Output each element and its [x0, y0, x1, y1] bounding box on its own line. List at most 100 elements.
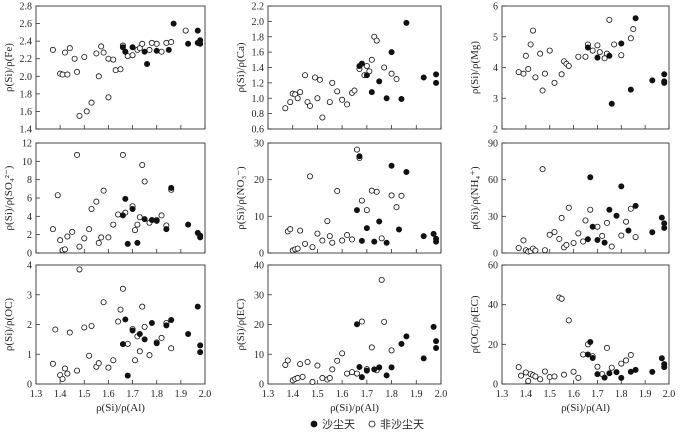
non-dust-day-point: [49, 226, 56, 233]
x-tick-label: 1.6: [102, 389, 115, 400]
y-tick-label: 5: [493, 32, 498, 43]
y-axis-label: ρ(Si)/ρ(OC): [3, 298, 15, 351]
dust-day-point: [613, 212, 620, 219]
non-dust-day-point: [358, 318, 365, 325]
dust-day-point: [356, 364, 363, 371]
non-dust-day-point: [146, 46, 153, 53]
dust-day-point: [661, 71, 668, 78]
dust-day-point: [594, 54, 601, 61]
non-dust-day-point: [537, 376, 544, 383]
non-dust-day-point: [582, 53, 589, 60]
x-tick-label: 1.7: [126, 389, 139, 400]
dust-day-point: [136, 331, 143, 338]
non-dust-day-point: [388, 70, 395, 77]
y-tick-label: 0: [493, 380, 498, 391]
non-dust-day-point: [64, 71, 71, 78]
non-dust-day-point: [158, 334, 165, 341]
non-dust-day-point: [105, 55, 112, 62]
scatter-panel: 0.6 0.8 1.0 1.2 1.4 1.6 1.8 2.0 2.2 ρ(Si)/ρ(Ca): [235, 2, 442, 136]
non-dust-day-point: [520, 237, 527, 244]
non-dust-day-point: [632, 234, 639, 241]
non-dust-day-point: [117, 306, 124, 313]
non-dust-day-point: [344, 232, 351, 239]
non-dust-day-point: [105, 364, 112, 371]
non-dust-day-point: [93, 50, 100, 57]
non-dust-day-point: [570, 368, 577, 375]
dust-day-point: [376, 78, 383, 85]
non-dust-day-point: [304, 358, 311, 365]
scatter-panel: 0 20 40 60 1.3 1.4 1.5 1.6 1.7 1.8 1.9 2.0 ρ(OC)/ρ(E…: [469, 261, 675, 401]
non-dust-day-point: [618, 52, 625, 59]
plot-frame: [501, 142, 670, 254]
y-tick-label: 1.2: [252, 78, 265, 89]
non-dust-day-point: [570, 239, 577, 246]
non-dust-day-point: [112, 67, 119, 74]
y-tick-label: 1.4: [20, 125, 33, 136]
non-dust-day-point: [594, 42, 601, 49]
non-dust-day-point: [302, 72, 309, 79]
dust-day-point: [618, 374, 625, 381]
non-dust-day-point: [110, 56, 117, 63]
non-dust-day-point: [532, 74, 539, 81]
scatter-panels: 1.41.61.82.02.22.42.62.8ρ(Si)/ρ(Fe)0.60.…: [3, 2, 675, 401]
scatter-panel: 0 2 4 6 8 10 12 ρ(Si)/ρ(SO₄²⁻): [3, 139, 206, 260]
dust-day-point: [368, 89, 375, 96]
non-dust-day-point: [124, 340, 131, 347]
dust-day-point: [163, 226, 170, 233]
x-tick-label: 2.0: [663, 389, 676, 400]
non-dust-day-point: [98, 43, 105, 50]
non-dust-day-point: [520, 70, 527, 77]
non-dust-day-point: [344, 101, 351, 108]
non-dust-day-point: [294, 245, 301, 252]
non-dust-day-point: [530, 27, 537, 34]
non-dust-day-point: [93, 198, 100, 205]
dust-day-point: [383, 239, 390, 246]
dust-day-point: [170, 20, 177, 27]
dust-day-point: [185, 221, 192, 228]
x-tick-label: 1.8: [385, 389, 398, 400]
non-dust-day-point: [532, 373, 539, 380]
non-dust-day-point: [284, 357, 291, 364]
non-dust-day-point: [168, 345, 175, 352]
non-dust-day-point: [86, 352, 93, 359]
y-tick-label: 2.2: [252, 2, 265, 13]
dust-day-point: [589, 223, 596, 230]
dust-day-point: [398, 96, 405, 103]
dust-day-point: [433, 71, 440, 78]
dust-day-point: [584, 351, 591, 358]
dust-day-point: [658, 214, 665, 221]
dust-day-point: [197, 234, 204, 241]
non-dust-day-point: [363, 207, 370, 214]
non-dust-day-point: [88, 205, 95, 212]
dust-day-point: [403, 168, 410, 175]
dust-day-point: [589, 355, 596, 362]
dust-day-point: [420, 355, 427, 362]
non-dust-day-point: [618, 360, 625, 367]
non-dust-day-point: [515, 244, 522, 251]
x-axis-label: ρ(Si)/ρ(Al): [96, 402, 145, 414]
y-tick-label: 1.6: [20, 107, 33, 118]
non-dust-day-point: [141, 178, 148, 185]
non-dust-day-point: [378, 235, 385, 242]
y-axis-label: ρ(OC)/ρ(EC): [469, 295, 481, 353]
dust-day-point: [388, 49, 395, 56]
non-dust-day-point: [168, 39, 175, 46]
non-dust-day-point: [522, 52, 529, 59]
plot-frame: [35, 264, 206, 385]
y-tick-label: 0: [27, 249, 32, 260]
non-dust-day-point: [575, 53, 582, 60]
non-dust-day-point: [368, 187, 375, 194]
dust-day-point: [403, 333, 410, 340]
non-dust-day-point: [52, 326, 59, 333]
y-tick-label: 20: [488, 340, 498, 351]
non-dust-day-point: [71, 55, 78, 62]
x-tick-label: 1.4: [286, 389, 299, 400]
dust-day-point: [430, 230, 437, 237]
non-dust-day-point: [307, 102, 314, 109]
x-tick-label: 1.5: [311, 389, 324, 400]
non-dust-day-point: [57, 237, 64, 244]
non-dust-day-point: [139, 303, 146, 310]
y-axis-label: ρ(Si)/ρ(Fe): [3, 43, 15, 92]
dust-day-point: [358, 237, 365, 244]
non-dust-day-point: [74, 367, 81, 374]
